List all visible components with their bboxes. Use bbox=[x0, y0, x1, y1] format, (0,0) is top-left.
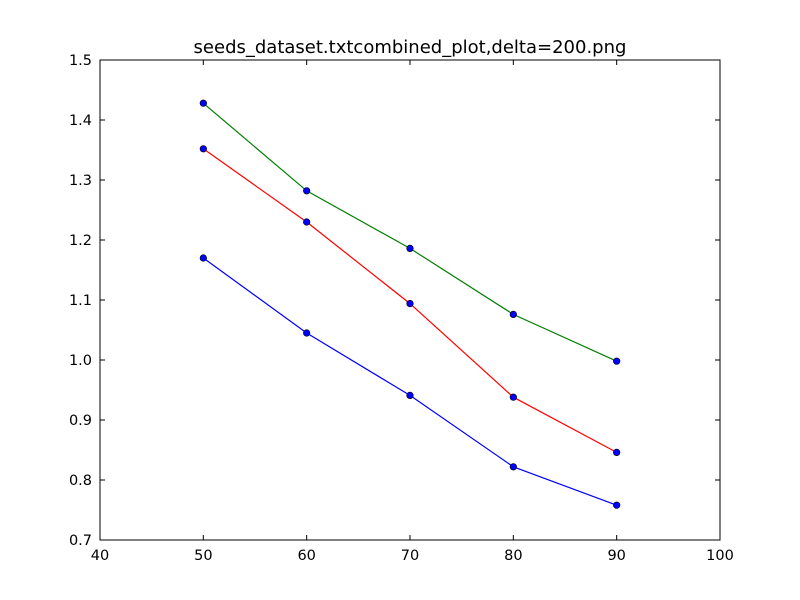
series-line bbox=[202, 257, 617, 506]
data-point bbox=[199, 254, 207, 262]
x-tick-label: 60 bbox=[297, 548, 315, 564]
series-2 bbox=[199, 145, 621, 457]
data-point bbox=[509, 393, 517, 401]
y-tick-label: 1.2 bbox=[69, 233, 92, 249]
x-tick-label: 100 bbox=[706, 548, 734, 564]
data-point bbox=[509, 310, 517, 319]
data-point bbox=[406, 300, 414, 308]
y-tick-label: 0.8 bbox=[69, 473, 92, 489]
x-tick-label: 40 bbox=[91, 548, 109, 564]
data-point bbox=[303, 329, 311, 337]
x-tick-label: 80 bbox=[504, 548, 522, 564]
data-point bbox=[613, 501, 621, 509]
data-point bbox=[509, 463, 517, 471]
y-tick-label: 1.0 bbox=[69, 353, 92, 369]
x-tick-label: 50 bbox=[194, 548, 212, 564]
y-axis: 0.7 0.8 0.9 1.0 1.1 1.2 1.3 1.4 1.5 bbox=[69, 53, 720, 549]
series-layer bbox=[199, 99, 621, 509]
data-point bbox=[303, 187, 311, 195]
y-tick-label: 1.1 bbox=[69, 293, 92, 309]
y-tick-label: 0.7 bbox=[69, 533, 92, 549]
chart-title: seeds_dataset.txtcombined_plot,delta=200… bbox=[194, 37, 627, 58]
series-3 bbox=[199, 254, 621, 509]
data-point bbox=[613, 448, 621, 457]
y-tick-label: 1.5 bbox=[69, 53, 92, 69]
x-tick-label: 70 bbox=[401, 548, 419, 564]
data-point bbox=[303, 218, 311, 226]
plot-frame bbox=[99, 59, 721, 541]
series-1 bbox=[199, 99, 621, 365]
x-axis: 40 50 60 70 80 90 100 bbox=[91, 60, 734, 564]
data-point bbox=[406, 391, 414, 400]
data-point bbox=[406, 244, 414, 252]
data-point bbox=[199, 99, 207, 107]
y-tick-label: 0.9 bbox=[69, 413, 92, 429]
x-tick-label: 90 bbox=[607, 548, 625, 564]
data-point bbox=[199, 145, 207, 153]
series-line bbox=[202, 102, 617, 362]
y-tick-label: 1.3 bbox=[69, 173, 92, 189]
data-point bbox=[613, 357, 621, 365]
y-tick-label: 1.4 bbox=[69, 113, 92, 129]
